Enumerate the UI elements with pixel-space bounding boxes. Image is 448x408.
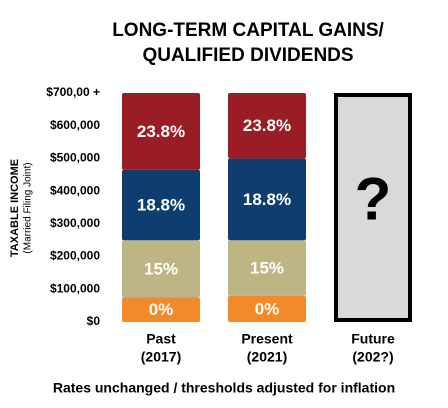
y-tick-label: $400,000 [50, 183, 100, 197]
bar-segment [228, 240, 306, 296]
segment-label: 18.8% [137, 196, 185, 215]
y-tick-label: $600,000 [50, 118, 100, 132]
x-tick-label: (202?) [352, 349, 393, 365]
bar-segment [228, 295, 306, 322]
footer-note: Rates unchanged / thresholds adjusted fo… [53, 380, 395, 396]
y-tick-label: $700,00 + [46, 85, 100, 99]
y-tick-label: $300,000 [50, 216, 100, 230]
y-axis-label: TAXABLE INCOME [9, 159, 21, 257]
segment-label: 0% [255, 299, 280, 318]
segment-label: 18.8% [243, 190, 291, 209]
x-tick-label: (2021) [247, 349, 287, 365]
segment-label: 23.8% [137, 122, 185, 141]
chart-title: QUALIFIED DIVIDENDS [142, 45, 353, 66]
bar-segment [228, 93, 306, 159]
x-tick-label: Future [351, 331, 395, 347]
segment-label: 15% [250, 259, 284, 278]
segment-label: 15% [144, 259, 178, 278]
placeholder-label: ? [355, 165, 392, 232]
placeholder-box [334, 93, 412, 322]
y-tick-label: $100,000 [50, 281, 100, 295]
x-tick-label: (2017) [141, 349, 181, 365]
segment-label: 0% [149, 300, 174, 319]
x-tick-label: Present [241, 331, 293, 347]
y-tick-label: $0 [87, 314, 101, 328]
y-tick-label: $200,000 [50, 249, 100, 263]
bar-segment [122, 93, 200, 170]
y-tick-label: $500,000 [50, 151, 100, 165]
segment-label: 23.8% [243, 116, 291, 135]
bar-segment [122, 240, 200, 298]
chart-title: LONG-TERM CAPITAL GAINS/ [112, 20, 384, 41]
bar-segment [228, 158, 306, 241]
bar-segment [122, 169, 200, 241]
x-tick-label: Past [146, 331, 176, 347]
y-axis-sublabel: (Married Filing Joint) [23, 162, 34, 253]
bar-segment [122, 297, 200, 322]
